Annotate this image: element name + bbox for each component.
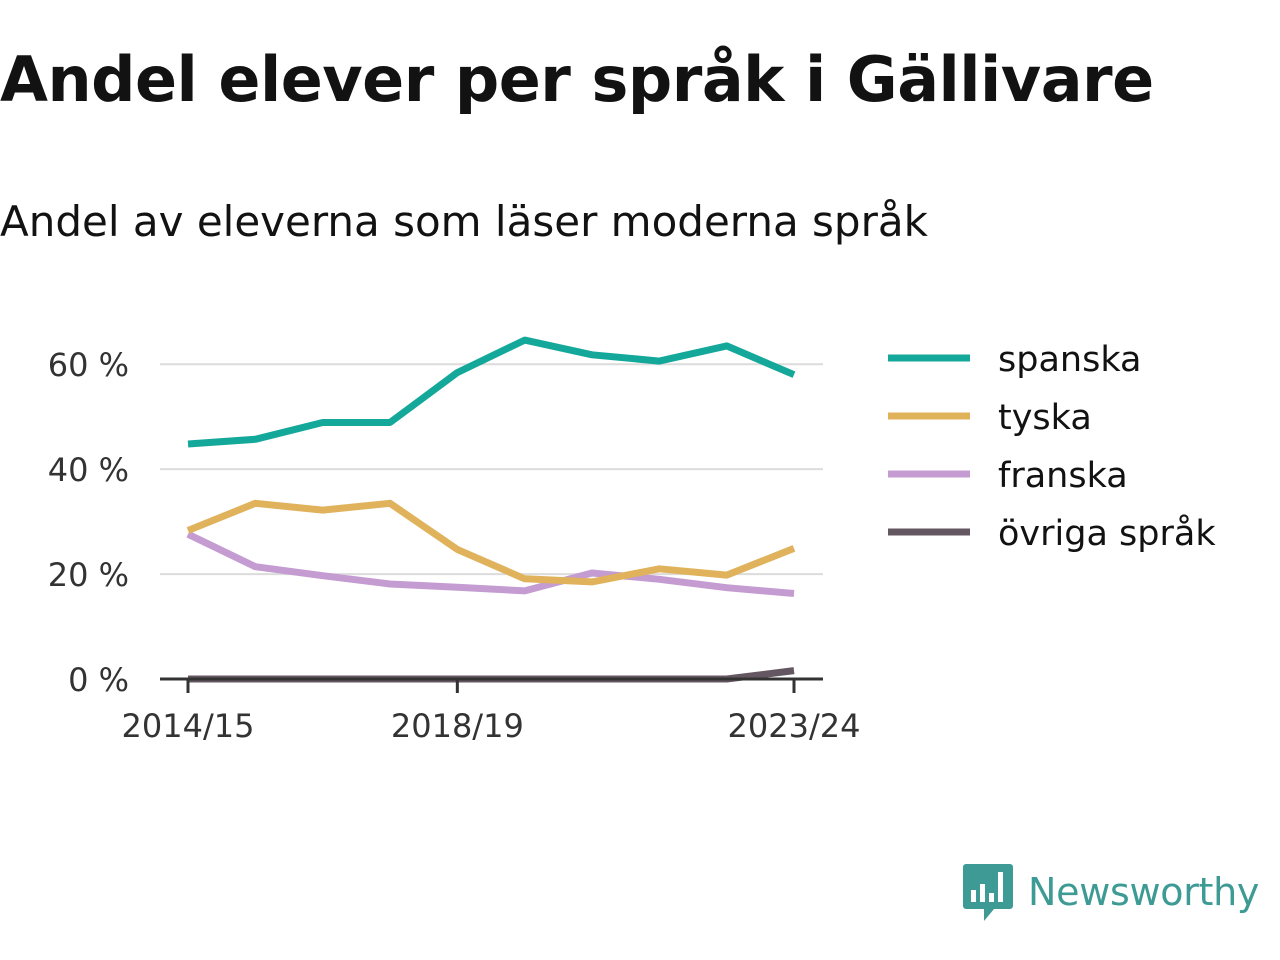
axes: 0 % 20 % 40 % 60 % 2014/15 2018/19 2023/24 [48,346,861,745]
gridlines [160,363,823,576]
series-lines [186,336,796,683]
legend-label: franska [998,456,1128,496]
chart-title: Andel elever per språk i Gällivare [0,43,1154,116]
y-tick-label: 0 % [68,661,129,699]
series-line-1 [186,499,796,586]
brand-name: Newsworthy [1028,870,1260,914]
x-tick-label: 2014/15 [122,707,255,745]
y-tick-label: 40 % [48,451,129,489]
x-tick-label: 2018/19 [391,707,524,745]
legend-label: spanska [998,340,1141,380]
series-line-0 [187,336,796,448]
y-tick-label: 20 % [48,556,129,594]
legend-label: tyska [998,398,1092,438]
x-tick-label: 2023/24 [728,707,861,745]
series-line-2 [186,531,795,597]
newsworthy-logo: Newsworthy [962,862,1259,922]
chart-subtitle: Andel av eleverna som läser moderna språ… [0,197,928,246]
y-tick-label: 60 % [48,346,129,384]
legend-label: övriga språk [998,513,1216,554]
bar-chart-speech-bubble-icon [963,864,1013,921]
legend: spanska tyska franska övriga språk [888,340,1216,554]
